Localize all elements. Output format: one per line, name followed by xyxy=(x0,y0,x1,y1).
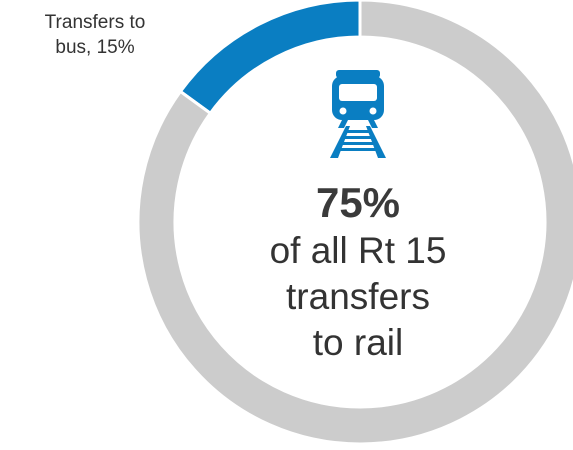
center-line-3: to rail xyxy=(312,322,404,363)
center-line-2: transfers xyxy=(286,276,430,317)
center-line-1: of all Rt 15 xyxy=(269,230,447,271)
donut-slices xyxy=(136,0,573,446)
slice-label-transfers-to-bus: Transfers to bus, 15% xyxy=(10,10,180,60)
center-percent: 75% xyxy=(315,179,401,226)
slice-label-line-1: Transfers to xyxy=(44,12,146,33)
train-icon-shape xyxy=(330,70,386,158)
slice-label-line-2: bus, 15% xyxy=(55,37,135,58)
train-icon xyxy=(330,70,386,158)
donut-slice-2 xyxy=(136,0,573,446)
train-icon-details xyxy=(339,84,377,115)
center-callout: 75% of all Rt 15 transfers to rail xyxy=(213,178,503,366)
